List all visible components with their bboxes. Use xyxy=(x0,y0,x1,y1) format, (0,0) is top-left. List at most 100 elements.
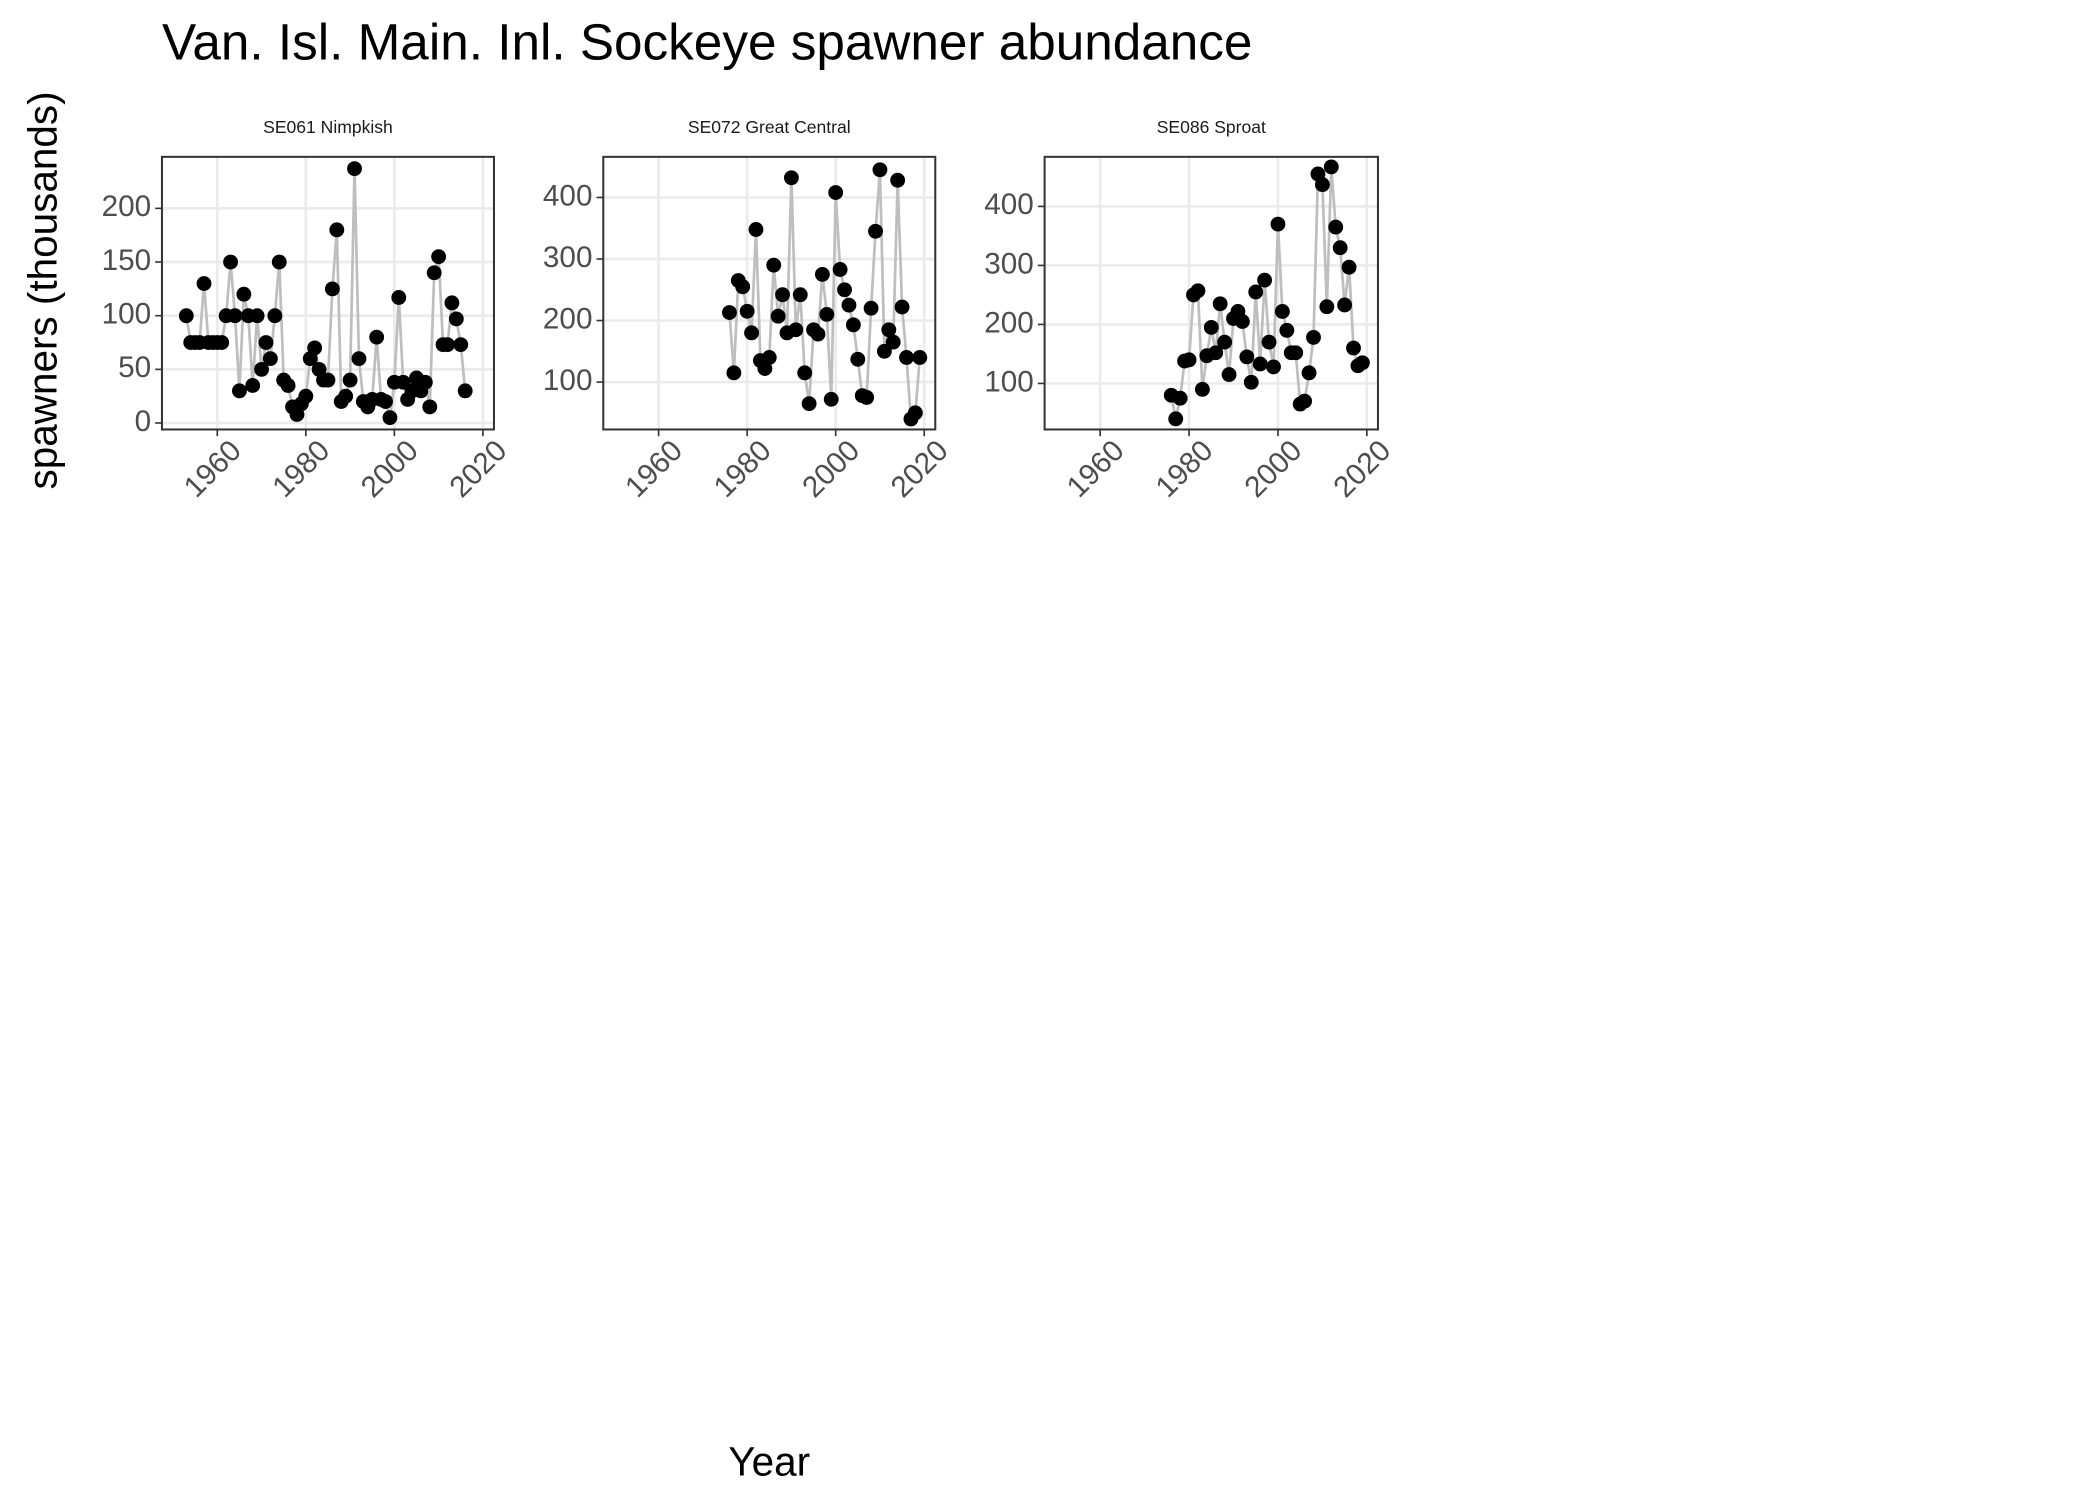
data-point xyxy=(307,340,323,356)
data-point xyxy=(1288,345,1304,361)
data-point xyxy=(440,337,455,353)
data-point xyxy=(280,378,296,393)
data-point xyxy=(1190,283,1206,299)
y-axis-label: spawners (thousands) xyxy=(20,91,66,489)
data-point xyxy=(448,311,464,327)
data-point xyxy=(912,350,928,365)
data-point xyxy=(351,351,367,367)
data-point xyxy=(819,306,835,322)
x-axis-label: Year xyxy=(728,1438,810,1484)
data-point xyxy=(1221,367,1237,383)
y-tick-label: 400 xyxy=(543,179,593,212)
data-point xyxy=(324,281,340,297)
data-point xyxy=(890,172,906,188)
data-point xyxy=(1274,304,1290,319)
data-point xyxy=(1239,349,1255,365)
data-point xyxy=(1270,216,1286,232)
data-point xyxy=(347,161,362,177)
data-point xyxy=(267,308,283,324)
data-point xyxy=(1248,284,1264,300)
data-point xyxy=(1181,352,1197,368)
data-point xyxy=(872,162,888,178)
data-point xyxy=(726,365,742,381)
data-point xyxy=(298,388,314,404)
data-point xyxy=(881,322,897,338)
y-tick-label: 0 xyxy=(135,405,152,438)
data-point xyxy=(236,286,252,302)
data-point xyxy=(453,337,469,353)
data-point xyxy=(868,223,883,239)
data-point xyxy=(1194,381,1210,397)
data-point xyxy=(823,391,839,407)
data-point xyxy=(1172,390,1188,406)
data-point xyxy=(797,365,813,381)
data-point xyxy=(258,335,274,350)
data-point xyxy=(1168,411,1184,427)
data-point xyxy=(1337,297,1353,313)
data-point xyxy=(1319,299,1335,315)
data-point xyxy=(832,262,848,277)
y-tick-label: 400 xyxy=(984,188,1034,221)
data-point xyxy=(382,410,398,426)
data-point xyxy=(792,287,808,303)
data-point xyxy=(196,276,212,291)
y-tick-label: 200 xyxy=(102,190,152,223)
data-point xyxy=(444,295,460,311)
data-point xyxy=(814,266,830,282)
data-point xyxy=(748,222,764,237)
y-tick-label: 300 xyxy=(543,241,593,274)
data-point xyxy=(1261,334,1277,350)
panel-border xyxy=(1043,155,1379,431)
y-tick-label: 200 xyxy=(984,306,1034,339)
data-point xyxy=(828,185,844,200)
y-tick-label: 100 xyxy=(543,364,593,397)
data-point xyxy=(245,378,261,393)
data-point xyxy=(1306,329,1321,345)
data-point xyxy=(885,334,901,350)
data-point xyxy=(320,372,336,388)
data-point xyxy=(1301,365,1317,381)
data-point xyxy=(271,254,287,270)
data-point xyxy=(810,326,826,342)
facet-title: SE072 Great Central xyxy=(688,117,851,137)
data-point xyxy=(338,388,354,404)
data-point xyxy=(178,308,194,324)
facet-title: SE086 Sproat xyxy=(1157,117,1266,137)
data-point xyxy=(1203,319,1219,335)
data-point xyxy=(417,374,433,390)
data-point xyxy=(227,308,243,324)
data-point xyxy=(770,308,786,324)
data-point xyxy=(899,350,914,365)
y-tick-label: 100 xyxy=(102,298,152,331)
panel-border xyxy=(160,155,495,431)
data-point xyxy=(262,351,278,367)
data-point xyxy=(783,170,799,186)
data-point xyxy=(907,405,923,421)
y-tick-label: 150 xyxy=(102,244,152,277)
data-point xyxy=(254,361,269,377)
data-point xyxy=(1328,219,1344,235)
panel-border xyxy=(602,155,937,431)
data-point xyxy=(422,399,438,415)
data-point xyxy=(739,303,755,319)
data-point xyxy=(457,383,473,399)
y-tick-label: 300 xyxy=(984,247,1034,280)
data-point xyxy=(1252,356,1268,372)
data-point xyxy=(863,300,879,316)
data-point xyxy=(801,396,817,412)
data-point xyxy=(1208,345,1224,361)
data-point xyxy=(722,305,737,320)
data-point xyxy=(735,279,751,295)
data-point xyxy=(1243,374,1259,390)
chart-title: Van. Isl. Main. Inl. Sockeye spawner abu… xyxy=(162,14,1253,71)
data-point xyxy=(837,282,852,298)
data-point xyxy=(431,249,447,265)
data-point xyxy=(859,390,875,405)
data-point xyxy=(342,372,358,388)
data-point xyxy=(1314,177,1330,193)
data-point xyxy=(426,265,442,281)
data-point xyxy=(329,222,345,238)
data-point xyxy=(391,290,407,305)
data-point xyxy=(249,308,265,324)
